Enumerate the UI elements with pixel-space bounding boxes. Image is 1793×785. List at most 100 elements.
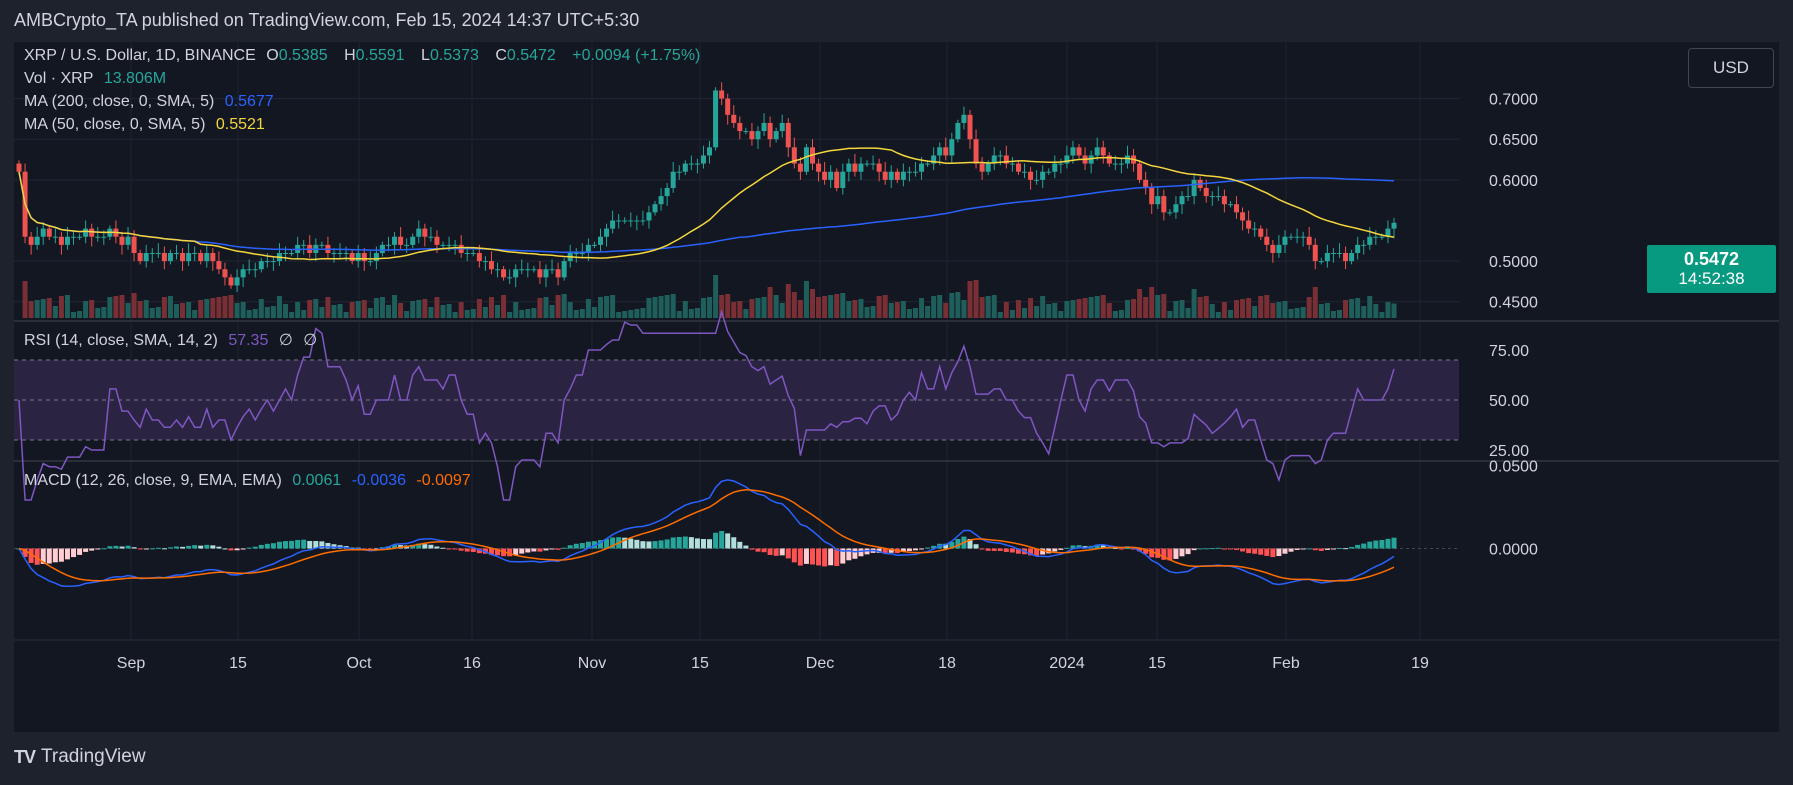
macd-histogram-bar [1209, 548, 1215, 550]
candle-body [628, 220, 634, 222]
macd-histogram-bar [1064, 547, 1070, 549]
volume-bar [1246, 298, 1252, 318]
macd-histogram-bar [1173, 548, 1179, 559]
macd-histogram-bar [949, 541, 955, 549]
volume-bar [276, 296, 282, 318]
macd-histogram-bar [295, 539, 301, 549]
footer-branding[interactable]: TV TradingView [14, 746, 146, 768]
volume-bar [1355, 298, 1361, 318]
volume-bar [713, 275, 719, 318]
candle-body [416, 228, 422, 237]
candle-body [137, 252, 143, 262]
volume-bar [925, 306, 931, 318]
volume-bar [773, 295, 779, 318]
candle-body [228, 277, 234, 286]
time-tick-label: 18 [938, 655, 956, 672]
volume-bar [749, 299, 755, 318]
volume-bar [616, 312, 622, 318]
volume-bar [428, 307, 434, 318]
volume-bar [34, 300, 40, 318]
macd-histogram-bar [537, 548, 543, 552]
rsi-label[interactable]: RSI (14, close, SMA, 14, 2) [24, 332, 218, 349]
ma50-label[interactable]: MA (50, close, 0, SMA, 5) [24, 116, 206, 133]
candle-body [1270, 244, 1276, 253]
ma50-legend: MA (50, close, 0, SMA, 5) 0.5521 [24, 116, 271, 134]
volume-bar [343, 312, 349, 318]
macd-label[interactable]: MACD (12, 26, close, 9, EMA, EMA) [24, 472, 282, 489]
macd-histogram-bar [852, 548, 858, 559]
macd-histogram-bar [107, 546, 113, 549]
main-legend: XRP / U.S. Dollar, 1D, BINANCE O0.5385 H… [24, 47, 706, 65]
macd-histogram-bar [719, 530, 725, 549]
volume-bar [1082, 298, 1088, 318]
candle-body [507, 277, 513, 279]
candle-body [525, 269, 531, 271]
candle-body [906, 171, 912, 173]
macd-histogram-bar [1264, 548, 1270, 556]
volume-bar [1227, 310, 1233, 318]
volume-bar [458, 302, 464, 318]
candle-body [446, 244, 452, 246]
volume-bar [1270, 303, 1276, 318]
volume-bar [519, 310, 525, 318]
candle-body [1167, 212, 1173, 214]
ma200-label[interactable]: MA (200, close, 0, SMA, 5) [24, 93, 215, 110]
open-label: O [266, 47, 279, 64]
volume-label[interactable]: Vol · XRP [24, 70, 94, 87]
macd-histogram-bar [810, 548, 816, 565]
candle-body [688, 163, 694, 165]
candle-body [846, 163, 852, 172]
volume-bar [1276, 302, 1282, 318]
candle-body [143, 252, 149, 262]
time-tick-label: Sep [117, 655, 146, 672]
volume-bar [501, 295, 507, 318]
time-tick-label: Dec [806, 655, 834, 672]
macd-histogram-bar [822, 548, 828, 567]
last-price-tag: 0.5472 14:52:38 [1647, 245, 1776, 293]
macd-histogram-bar [1034, 548, 1040, 556]
chart-canvas[interactable]: 0.7000 0.6500 0.6000 0.5000 0.4500 75.00 50.00… [14, 42, 1779, 732]
candle-body [858, 163, 864, 172]
volume-bar [325, 297, 331, 318]
volume-value: 13.806M [103, 70, 167, 87]
macd-histogram-bar [658, 540, 664, 549]
symbol-title[interactable]: XRP / U.S. Dollar, 1D, BINANCE [24, 47, 256, 64]
volume-bar [567, 302, 573, 318]
volume-bar [1161, 294, 1167, 318]
candle-body [1312, 244, 1318, 262]
macd-histogram-bar [628, 538, 634, 549]
volume-bar [840, 293, 846, 318]
currency-button[interactable]: USD [1688, 48, 1774, 88]
volume-bar [791, 292, 797, 318]
macd-histogram-bar [228, 548, 234, 551]
candle-body [1124, 155, 1130, 164]
macd-histogram-bar [707, 539, 713, 549]
macd-histogram-bar [313, 541, 319, 549]
chart-frame[interactable]: 0.7000 0.6500 0.6000 0.5000 0.4500 75.00 50.00… [14, 42, 1779, 732]
volume-bar [1197, 297, 1203, 318]
macd-histogram-bar [1131, 548, 1137, 550]
candle-body [119, 236, 125, 245]
volume-bar [410, 301, 416, 318]
volume-bar [610, 295, 616, 318]
macd-histogram-bar [900, 548, 906, 552]
candle-body [852, 163, 858, 172]
candle-body [931, 155, 937, 164]
macd-histogram-bar [234, 548, 240, 551]
volume-bar [931, 296, 937, 318]
volume-bar [1124, 300, 1130, 318]
candle-body [1088, 155, 1094, 164]
volume-bar [991, 295, 997, 318]
macd-histogram-bar [622, 537, 628, 549]
candle-body [828, 171, 834, 180]
macd-histogram-bar [155, 547, 161, 549]
candle-body [561, 261, 567, 278]
rsi-extra-2: ∅ [303, 332, 318, 349]
macd-histogram-bar [1367, 541, 1373, 549]
volume-bar [949, 293, 955, 318]
candle-body [1209, 196, 1215, 198]
volume-bar [1240, 299, 1246, 318]
candle-body [52, 236, 58, 238]
volume-bar [828, 295, 834, 318]
volume-bar [434, 297, 440, 318]
